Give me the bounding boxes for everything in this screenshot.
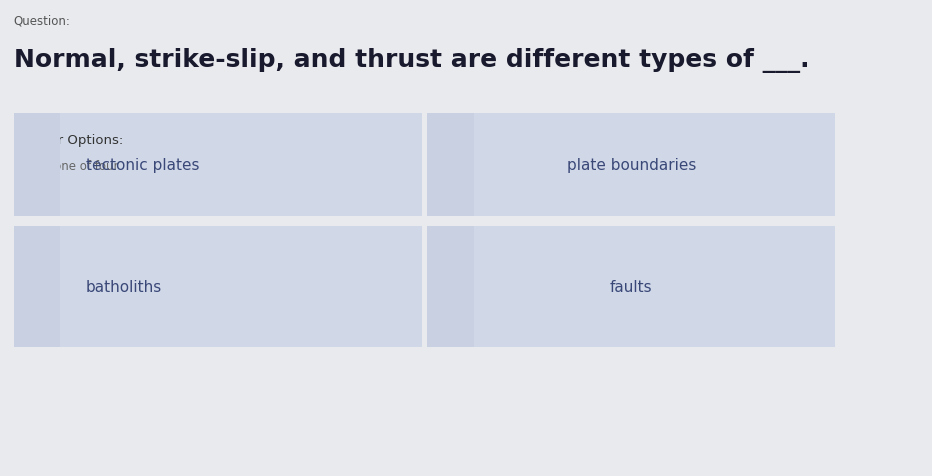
Text: faults: faults (610, 279, 652, 294)
FancyBboxPatch shape (14, 114, 61, 217)
FancyBboxPatch shape (427, 114, 835, 217)
Text: Normal, strike-slip, and thrust are different types of ___.: Normal, strike-slip, and thrust are diff… (14, 48, 809, 72)
Text: Answer Options:: Answer Options: (14, 133, 123, 146)
Text: Question:: Question: (14, 14, 71, 27)
Text: batholiths: batholiths (86, 279, 162, 294)
FancyBboxPatch shape (427, 114, 473, 217)
FancyBboxPatch shape (14, 114, 422, 217)
Text: Select one of four: Select one of four (14, 159, 118, 172)
FancyBboxPatch shape (14, 226, 422, 347)
FancyBboxPatch shape (427, 226, 835, 347)
FancyBboxPatch shape (427, 226, 473, 347)
Text: plate boundaries: plate boundaries (567, 158, 696, 173)
FancyBboxPatch shape (14, 226, 61, 347)
Text: tectonic plates: tectonic plates (86, 158, 199, 173)
